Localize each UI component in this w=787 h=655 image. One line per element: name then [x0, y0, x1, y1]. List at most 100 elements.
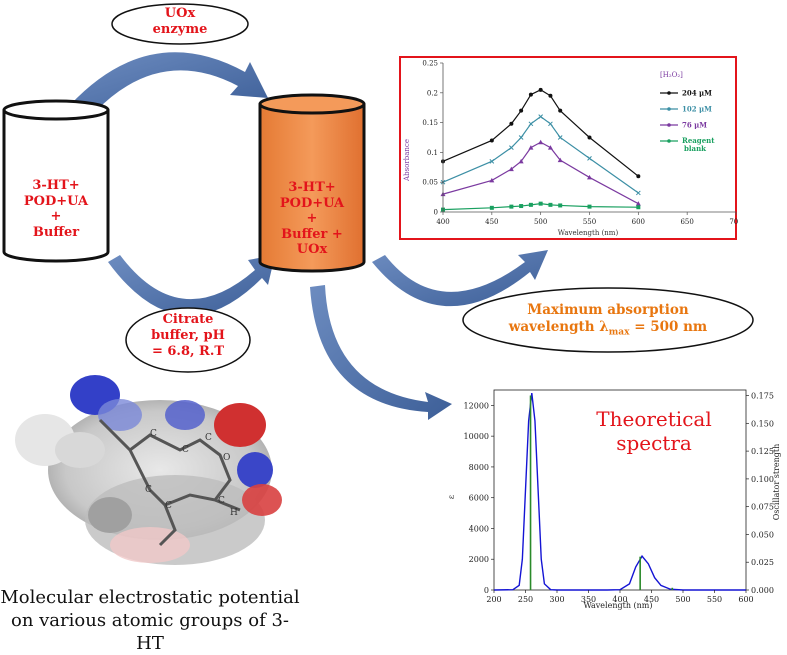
cylinder-right-line: POD+UA	[279, 195, 345, 211]
absorbance-point	[547, 145, 553, 150]
svg-text:C: C	[145, 485, 152, 495]
absorbance-x-tick-label: 400	[436, 218, 449, 226]
absorbance-legend-title: [H₂O₂]	[660, 71, 683, 79]
absorbance-point	[489, 138, 494, 143]
absorbance-point	[528, 92, 533, 97]
absorbance-x-tick-label: 650	[680, 218, 693, 226]
svg-text:C: C	[182, 445, 189, 455]
absorbance-point	[587, 135, 592, 140]
citrate-line: buffer, pH	[151, 328, 225, 343]
arrow-to-theory	[310, 285, 452, 420]
absorbance-legend-label: 102 μM	[682, 105, 712, 114]
theoretical-y-tick-label: 8000	[469, 463, 489, 472]
citrate-ellipse-shape	[125, 307, 251, 373]
theoretical-x-tick-label: 450	[644, 595, 659, 604]
absorbance-x-tick-label: 550	[583, 218, 596, 226]
absorbance-point	[489, 158, 495, 164]
absorbance-y-tick-label: 0.1	[427, 149, 438, 157]
cylinder-left-line: 3-HT+	[32, 178, 80, 193]
absorbance-legend-label: blank	[684, 144, 706, 153]
svg-text:O: O	[223, 453, 230, 463]
max-abs-ellipse-shape	[462, 287, 754, 353]
cylinder-right-label: 3-HT+ POD+UA + Buffer + UOx	[258, 180, 366, 258]
max-abs-prefix: wavelength λ	[508, 319, 609, 335]
theoretical-y2-tick-label: 0.175	[751, 392, 774, 401]
theoretical-y2-tick-label: 0.000	[751, 586, 774, 595]
absorbance-point	[538, 201, 543, 206]
enzyme-ellipse-shape	[111, 3, 249, 45]
absorbance-point	[528, 145, 534, 150]
absorbance-legend-marker	[667, 139, 671, 143]
theoretical-y-tick-label: 2000	[469, 555, 489, 564]
enzyme-label-line1: UOx	[164, 6, 196, 21]
theoretical-x-tick-label: 300	[549, 595, 564, 604]
theoretical-plot-frame	[493, 389, 747, 591]
svg-text:C: C	[150, 429, 157, 439]
absorbance-x-tick-label: 700	[729, 218, 738, 226]
theoretical-spectrum-line	[493, 392, 746, 591]
theoretical-x-tick-label: 400	[612, 595, 627, 604]
absorbance-legend-label: 76 μM	[682, 121, 707, 130]
theoretical-y-tick-label: 10000	[464, 432, 489, 441]
absorbance-x-tick-label: 450	[485, 218, 498, 226]
svg-text:H: H	[230, 508, 238, 518]
absorbance-point	[509, 121, 514, 126]
theoretical-x-tick-label: 250	[518, 595, 533, 604]
absorbance-point	[518, 135, 524, 140]
absorbance-point	[587, 174, 592, 180]
cylinder-right-line: Buffer +	[281, 226, 343, 242]
theoretical-y2-tick-label: 0.125	[751, 447, 774, 456]
theoretical-x-tick-label: 600	[738, 595, 753, 604]
molecule-caption: Molecular electrostatic potential on var…	[0, 586, 300, 655]
max-abs-suffix: = 500 nm	[629, 319, 708, 335]
absorbance-point	[557, 157, 563, 163]
absorbance-point	[587, 156, 592, 161]
absorbance-point	[508, 166, 514, 172]
absorbance-point	[509, 145, 514, 150]
theoretical-y2-tick-label: 0.150	[751, 419, 774, 428]
absorbance-point	[548, 121, 553, 127]
cylinder-left-line: Buffer	[32, 224, 80, 240]
absorbance-point	[558, 203, 563, 208]
theoretical-x-tick-label: 550	[707, 595, 722, 604]
absorbance-y-tick-label: 0.15	[422, 119, 438, 127]
max-abs-line2: wavelength λmax = 500 nm	[468, 319, 748, 342]
theoretical-xlabel: Wavelength (nm)	[583, 601, 652, 610]
absorbance-chart: 400 450 500 550 600 650 700 0 0.05 0.1 0.15 0.2 0.25…	[399, 56, 738, 240]
molecule-caption-line2: on various atomic groups of 3-HT	[10, 610, 290, 654]
theoretical-y-tick-label: 6000	[469, 494, 489, 503]
arrow-to-chart	[372, 250, 548, 307]
absorbance-point	[528, 121, 534, 127]
cylinder-left-line: +	[50, 209, 62, 224]
absorbance-y-tick-label: 0.2	[427, 89, 438, 97]
absorbance-point	[635, 190, 641, 196]
theoretical-chart: 200 250 300 350 400 450 500 550 6000200040006000…	[448, 389, 781, 610]
citrate-line: = 6.8, R.T	[151, 344, 225, 359]
theoretical-y2-tick-label: 0.075	[751, 503, 774, 512]
theoretical-x-tick-label: 200	[486, 595, 501, 604]
absorbance-x-tick-label: 500	[534, 218, 547, 226]
arrow-top	[70, 52, 268, 112]
absorbance-series-line	[442, 89, 639, 177]
absorbance-point	[538, 139, 544, 145]
theoretical-title-line1: Theoretical	[596, 407, 711, 431]
absorbance-point	[548, 202, 553, 207]
enzyme-label: UOx enzyme	[112, 6, 248, 38]
absorbance-point	[587, 204, 592, 209]
absorbance-legend-label: 204 μM	[682, 89, 712, 98]
enzyme-label-line2: enzyme	[152, 22, 208, 37]
theoretical-x-tick-label: 500	[675, 595, 690, 604]
citrate-label: Citrate buffer, pH = 6.8, R.T	[128, 312, 248, 360]
absorbance-ylabel: Absorbance	[403, 139, 411, 182]
cylinder-right	[258, 93, 366, 273]
absorbance-series-line	[442, 203, 639, 211]
molecule-caption-line1: Molecular electrostatic potential	[0, 587, 300, 608]
theoretical-y-tick-label: 0	[484, 586, 489, 595]
cylinder-right-line: 3-HT+	[288, 180, 336, 195]
absorbance-point	[538, 114, 544, 119]
absorbance-xlabel: Wavelength (nm)	[558, 229, 619, 237]
absorbance-series-line	[442, 115, 639, 194]
theoretical-ylabel: ε	[448, 495, 456, 499]
